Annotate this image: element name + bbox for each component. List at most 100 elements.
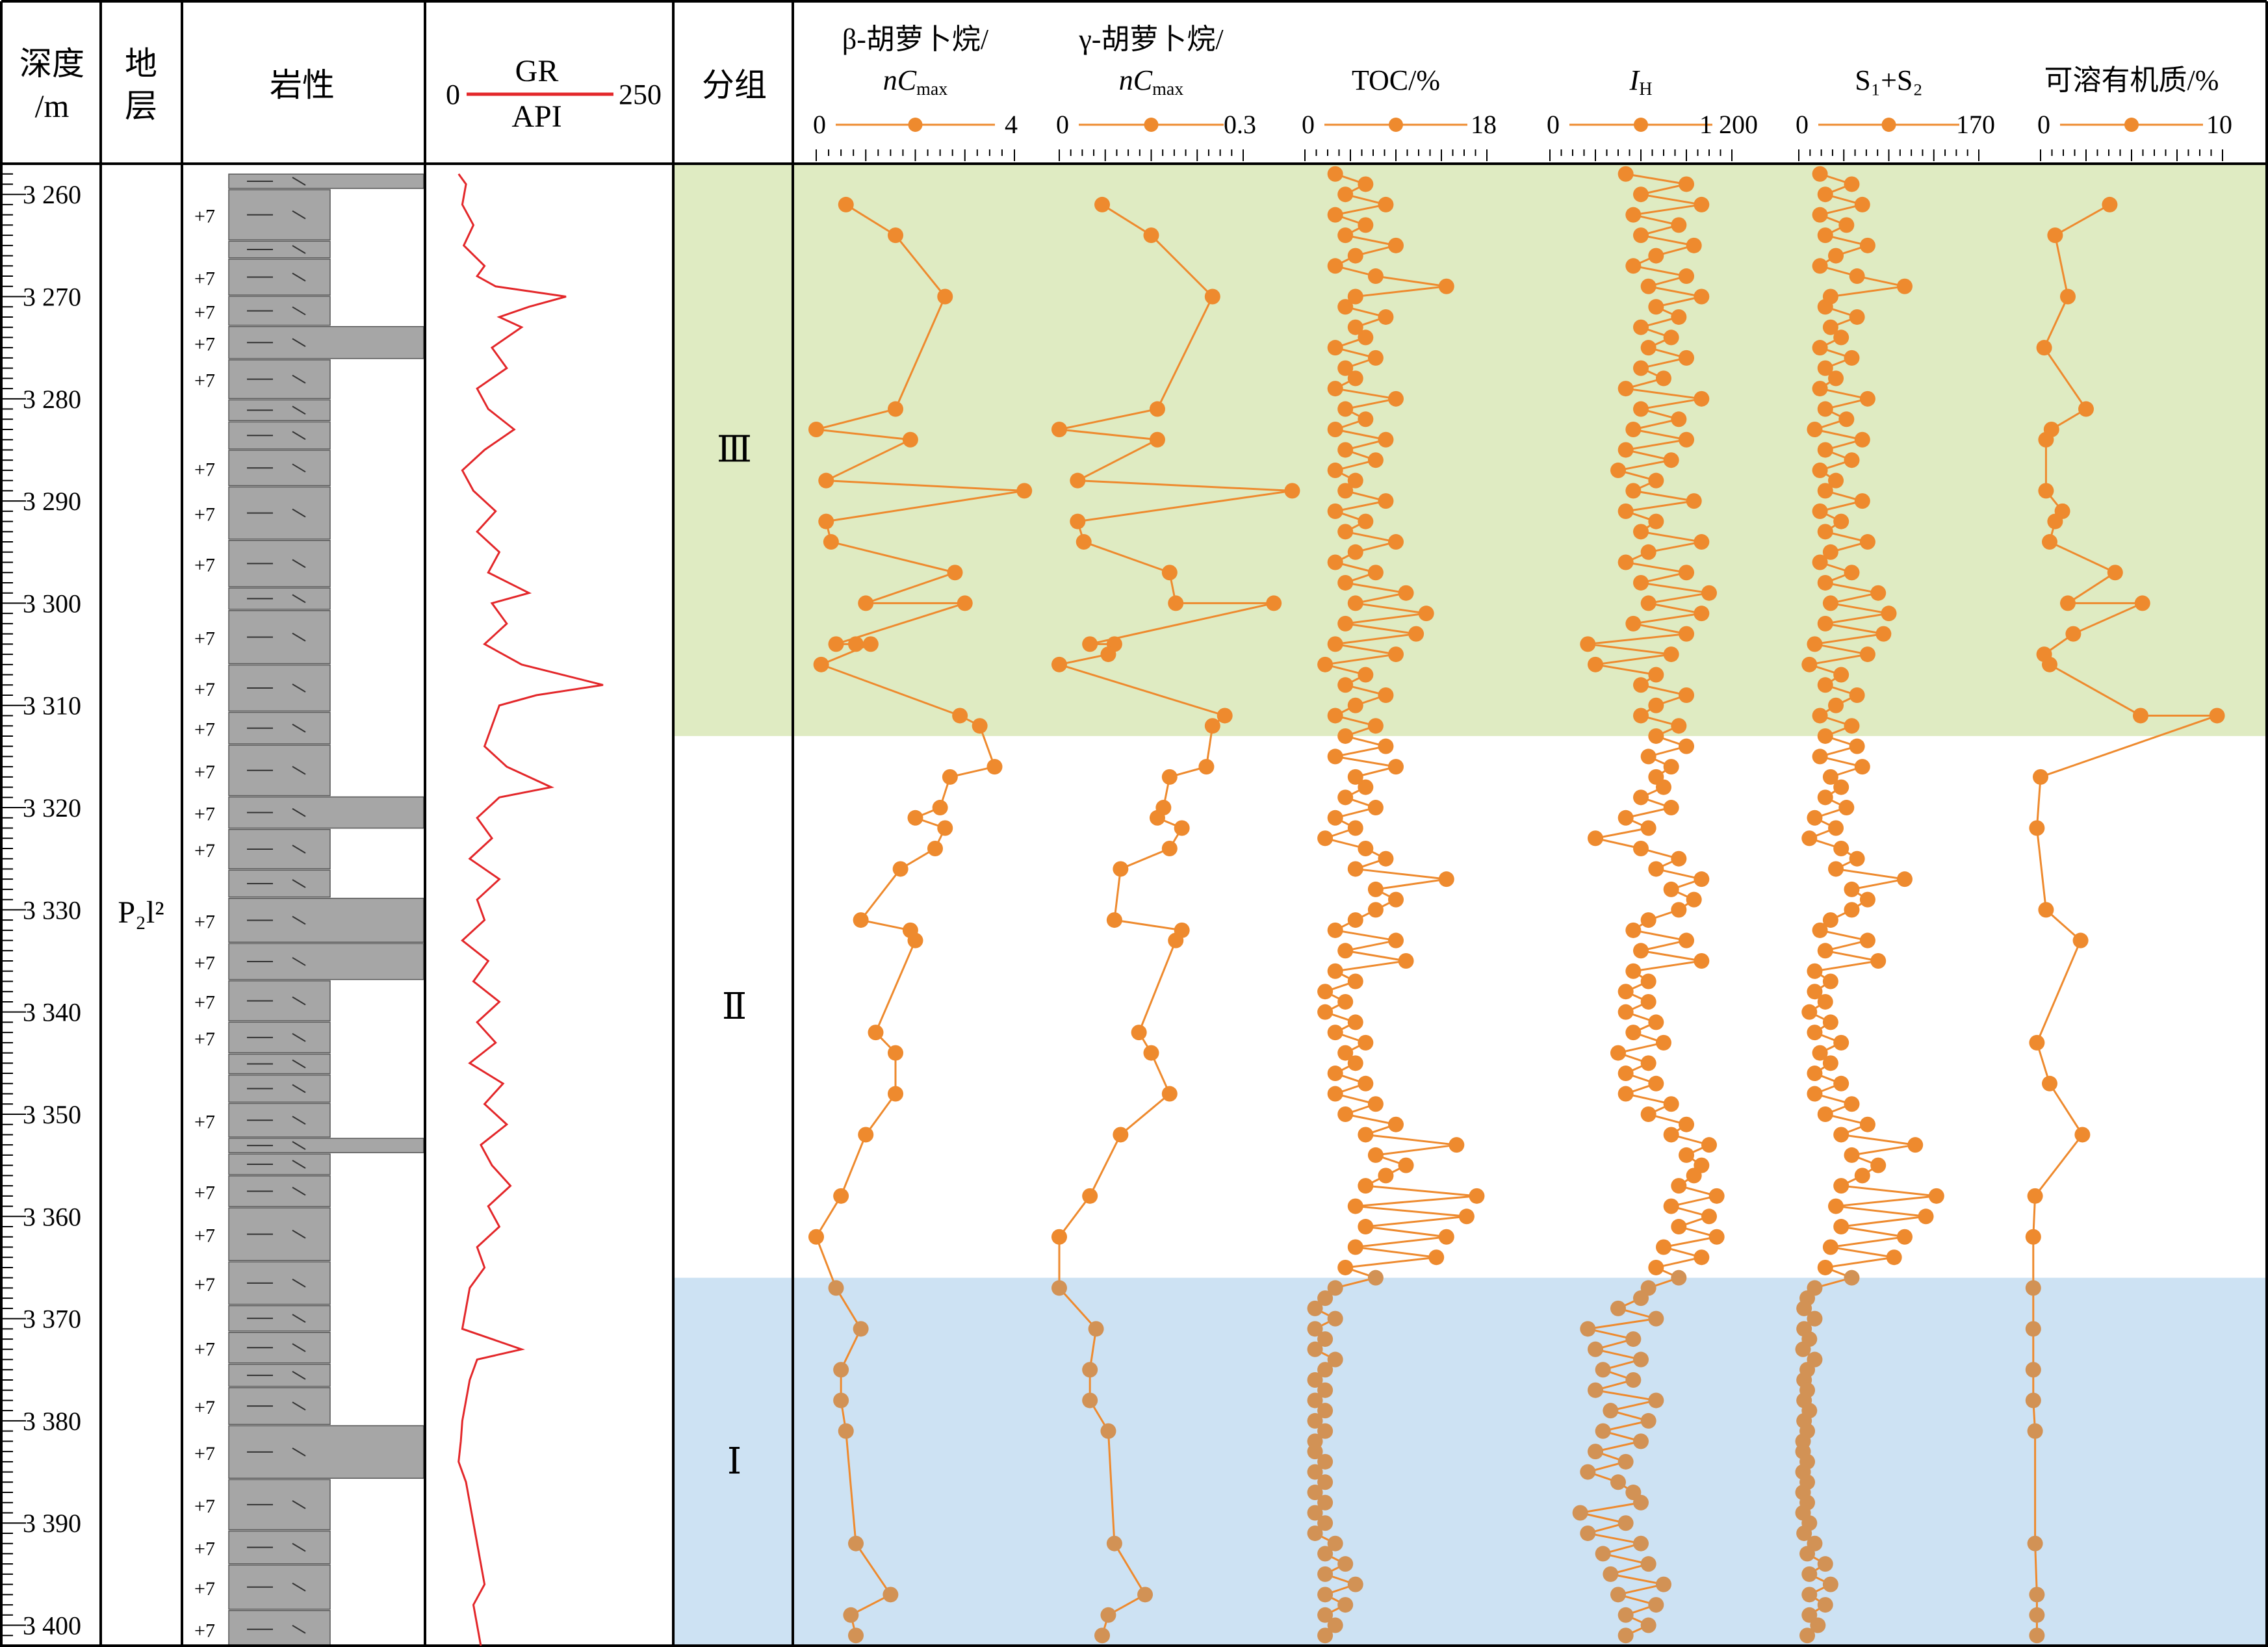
lithology-slash [292, 1229, 306, 1239]
panel-data-point [1859, 534, 1875, 550]
panel-data-point [1648, 1259, 1664, 1275]
panel-data-point [1817, 401, 1833, 417]
panel-data-point [1367, 565, 1384, 581]
panel-data-point [1378, 850, 1394, 867]
panel-data-point [1679, 565, 1694, 581]
panel-data-point [1648, 861, 1664, 877]
panel-data-point [1640, 748, 1656, 765]
panel-data-point [1817, 728, 1833, 744]
panel-data-point [1317, 1331, 1334, 1347]
panel-data-point [1617, 1628, 1634, 1644]
lithology-bed [228, 1331, 331, 1364]
gr-header-bottom: API [511, 99, 561, 134]
lithology-slash [292, 177, 306, 186]
lithology-slash [292, 374, 306, 384]
panel-data-point [2025, 1362, 2041, 1378]
panel-data-point [1671, 902, 1687, 918]
lithology-bed [228, 587, 331, 610]
lithology-slash [292, 1582, 306, 1592]
panel-data-point [868, 1025, 884, 1041]
panel-data-point [1337, 186, 1354, 203]
panel-data-point [1648, 1392, 1664, 1409]
lithology-bed [228, 869, 331, 898]
panel-data-point [1844, 350, 1860, 366]
gr-min-label: 0 [446, 79, 460, 110]
panel-data-point [1358, 217, 1374, 233]
panel-data-point [1358, 1075, 1374, 1092]
panel-data-point [1595, 1423, 1611, 1439]
panel-data-point [1100, 1423, 1116, 1439]
panel-header-4: IH 0 1 200 [1547, 64, 1758, 161]
group-header: 分组 [702, 67, 767, 103]
lithology-slash [292, 879, 306, 888]
panel-data-point [1633, 1535, 1649, 1551]
lithology-slash [292, 272, 306, 282]
panel-data-point [2042, 1075, 2057, 1092]
panel-data-point [828, 1280, 844, 1296]
panel-data-point [1610, 1587, 1626, 1603]
panel-data-point [1610, 1474, 1626, 1490]
panel-xmax-label: 10 [2206, 110, 2232, 139]
panel-data-point [1633, 1433, 1649, 1449]
panel-data-point [1617, 1453, 1634, 1470]
lithology-symbol: +7 [194, 1338, 215, 1360]
panel-data-point [1625, 1331, 1642, 1347]
panel-data-point [1367, 902, 1384, 918]
lithology-slash [292, 463, 306, 473]
panel-legend-marker [1389, 118, 1403, 132]
panel-data-point [2027, 1188, 2043, 1204]
panel-data-point [1588, 1444, 1603, 1460]
panel-legend-marker [1634, 118, 1648, 132]
panel-data-point [1640, 973, 1656, 989]
depth-header-line2: /m [35, 88, 70, 124]
panel-data-point [1094, 1628, 1111, 1644]
panel-data-point [1822, 544, 1838, 560]
lithology-slash [292, 245, 306, 254]
panel-data-point [2038, 902, 2054, 918]
panel-xmin-label: 0 [2037, 110, 2050, 139]
panel-data-point [1051, 1229, 1067, 1245]
panel-data-point [1844, 881, 1860, 897]
lithology-symbol: +7 [194, 1620, 215, 1642]
panel-series-1 [808, 196, 1033, 1644]
panel-data-point [1812, 1045, 1828, 1061]
depth-tick-label: 3 260 [23, 180, 81, 209]
panel-data-point [1398, 585, 1414, 601]
panel-data-point [1648, 299, 1664, 315]
panel-data-point [1317, 1566, 1334, 1582]
panel-data-point [888, 401, 903, 417]
panel-data-point [1844, 1270, 1860, 1286]
panel-headers: β-胡萝卜烷/nCmax 0 4 γ-胡萝卜烷/nCmax 0 0.3 TOC/% 0 18 IH… [813, 23, 2232, 161]
panel-data-point [2025, 1280, 2041, 1296]
panel-series-3 [1307, 166, 1485, 1644]
panel-data-point [1367, 1096, 1384, 1112]
panel-data-point [1640, 595, 1656, 611]
panel-data-point [947, 565, 963, 581]
panel-data-point [808, 422, 824, 438]
panel-data-point [1617, 442, 1634, 458]
lithology-bed [228, 1053, 331, 1075]
panel-data-point [1327, 166, 1343, 182]
panel-data-point [1896, 278, 1913, 294]
depth-axis: 3 260 3 270 3 280 3 290 3 300 3 310 3 320 3 330… [1, 163, 81, 1646]
panel-data-point [937, 820, 953, 836]
lithology-symbol: +7 [194, 1443, 215, 1464]
panel-data-point [2072, 932, 2089, 949]
panel-data-point [1640, 820, 1656, 836]
lithology-bed [228, 240, 331, 259]
panel-data-point [1822, 595, 1838, 611]
panel-data-point [2209, 708, 2225, 724]
panel-data-point [1337, 1045, 1354, 1061]
panel-data-point [1307, 1300, 1323, 1316]
panel-xmax-label: 170 [1956, 110, 1995, 139]
panel-data-point [1337, 993, 1354, 1010]
panel-data-point [1663, 1127, 1679, 1143]
panel-data-point [1307, 1525, 1323, 1541]
panel-data-point [1799, 1628, 1816, 1644]
panel-data-point [1217, 708, 1233, 724]
panel-data-point [1317, 1628, 1334, 1644]
panel-data-point [1671, 1178, 1687, 1194]
panel-data-point [1812, 207, 1828, 223]
panel-data-point [1367, 718, 1384, 734]
